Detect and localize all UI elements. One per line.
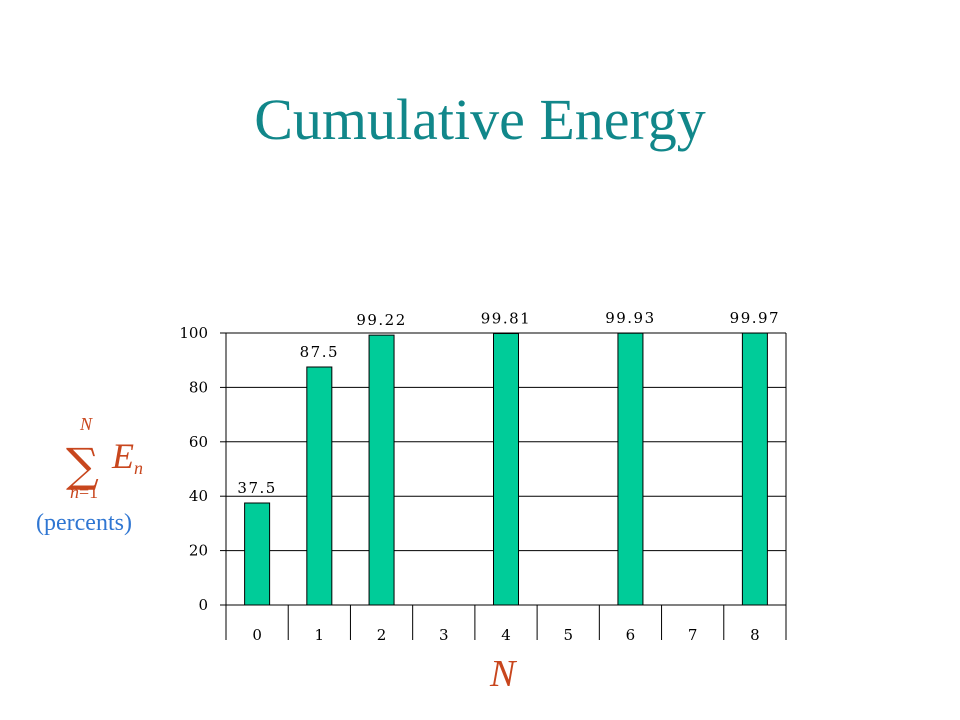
y-axis-formula: N ∑ n=1 En (30, 414, 170, 548)
bars (244, 332, 768, 606)
energy-term: En (112, 438, 143, 477)
data-label-2: 99.22 (356, 311, 406, 329)
bar-8 (741, 332, 768, 606)
bar-4 (493, 333, 519, 606)
summation-symbol: ∑ (66, 438, 99, 492)
bar-1 (306, 366, 333, 606)
y-tick-label-100: 100 (179, 324, 208, 342)
slide-title: Cumulative Energy (254, 87, 706, 152)
bar-6 (617, 332, 644, 606)
x-tick-label-6: 6 (626, 626, 636, 644)
y-tick-label-0: 0 (198, 596, 208, 614)
y-tick-label-60: 60 (189, 433, 208, 451)
sum-index-var: n (70, 482, 79, 502)
x-tick-label-7: 7 (688, 626, 698, 644)
energy-symbol: E (112, 436, 134, 476)
sum-lower-limit: n=1 (70, 482, 98, 503)
x-tick-label-4: 4 (501, 626, 511, 644)
data-label-8: 99.97 (730, 309, 780, 327)
x-tick-label-2: 2 (377, 626, 387, 644)
x-tick-label-0: 0 (252, 626, 262, 644)
y-tick-label-80: 80 (189, 378, 208, 396)
y-tick-labels: 0 20 40 60 80 100 (179, 324, 208, 614)
energy-subscript: n (134, 458, 143, 478)
y-tick-label-40: 40 (189, 487, 208, 505)
x-tick-label-1: 1 (315, 626, 325, 644)
data-labels: 37.5 87.5 99.22 99.81 99.93 99.97 (237, 309, 780, 497)
x-tick-label-8: 8 (750, 626, 760, 644)
data-label-4: 99.81 (481, 310, 531, 328)
data-label-6: 99.93 (605, 309, 655, 327)
data-label-0: 37.5 (237, 479, 276, 497)
x-tick-labels: 0 1 2 3 4 5 6 7 8 (252, 626, 759, 644)
sum-index-start: =1 (79, 482, 99, 502)
sum-upper-limit: N (80, 414, 93, 434)
data-label-1: 87.5 (300, 343, 339, 361)
bar-0 (244, 502, 271, 606)
x-axis-label: N (490, 653, 516, 695)
axes (220, 332, 787, 640)
y-axis-units: (percents) (36, 510, 132, 536)
bar-2 (368, 334, 395, 606)
x-tick-label-3: 3 (439, 626, 449, 644)
x-tick-label-5: 5 (563, 626, 573, 644)
y-tick-label-20: 20 (189, 542, 208, 560)
